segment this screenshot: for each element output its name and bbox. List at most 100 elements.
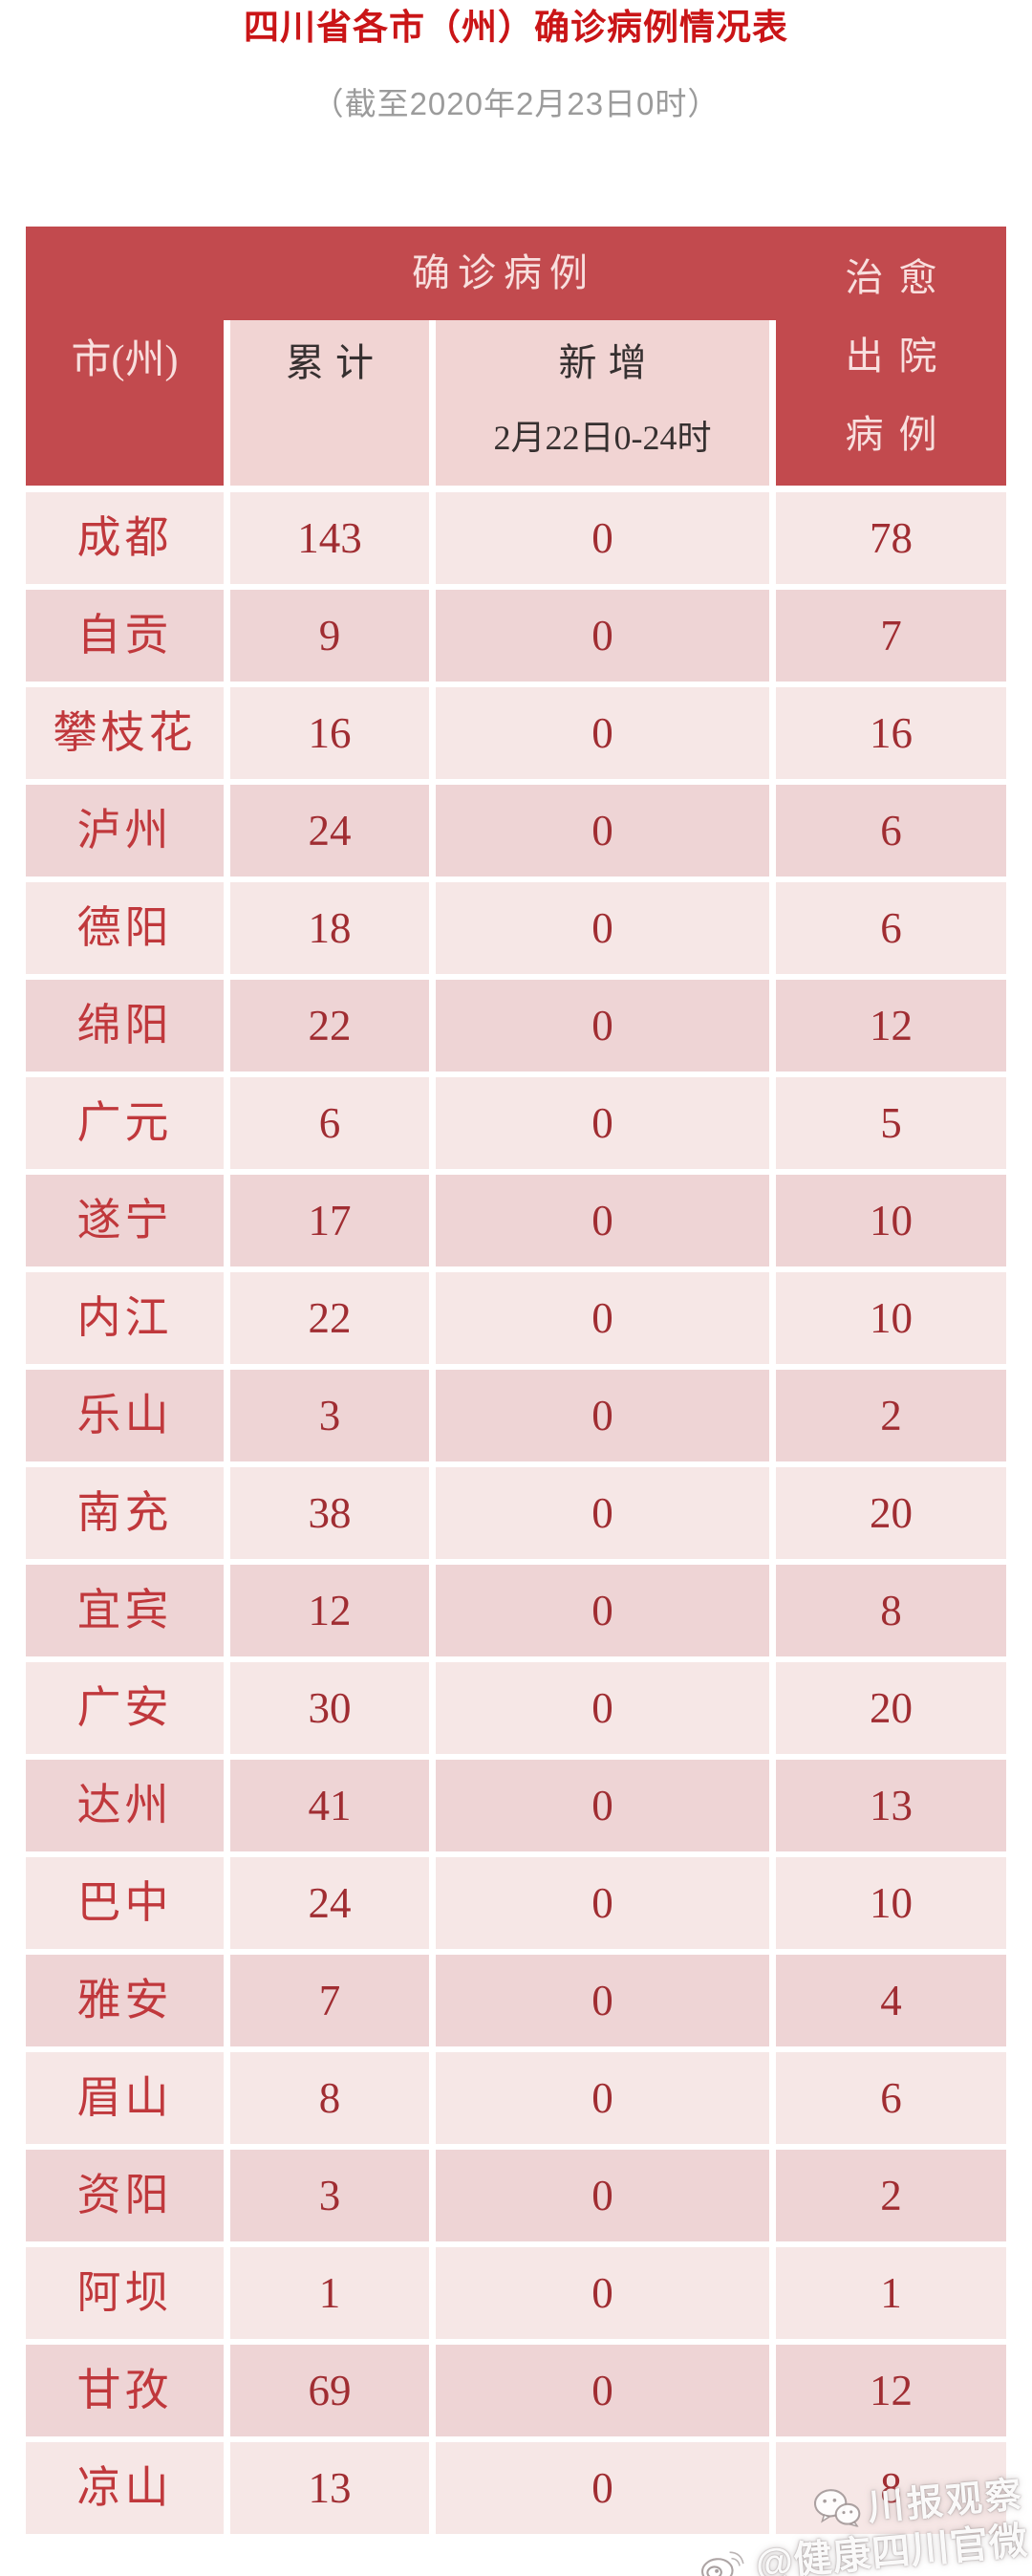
cumulative-cell: 24 (230, 1857, 436, 1949)
city-cell: 眉山 (26, 2052, 230, 2144)
header-new-column: 新增 2月22日0-24时 (436, 320, 776, 486)
new-cases-cell: 0 (436, 492, 776, 584)
header-cured-line-3: 病例 (845, 412, 953, 456)
cured-cell: 6 (776, 882, 1006, 974)
header-new-period: 2月22日0-24时 (493, 419, 712, 457)
page-title: 四川省各市（州）确诊病例情况表 (244, 8, 788, 47)
city-cell: 阿坝 (26, 2247, 230, 2339)
table-row: 宜宾 12 0 8 (26, 1565, 1006, 1656)
table-body: 成都 143 0 78 自贡 9 0 7 攀枝花 16 0 16 泸州 24 0 6 德阳 18 0 6 绵阳 22 0 12… (26, 492, 1006, 2534)
table-row: 攀枝花 16 0 16 (26, 687, 1006, 779)
new-cases-cell: 0 (436, 2150, 776, 2241)
cured-cell: 10 (776, 1857, 1006, 1949)
city-cell: 凉山 (26, 2442, 230, 2534)
table-row: 德阳 18 0 6 (26, 882, 1006, 974)
cured-cell: 10 (776, 1272, 1006, 1364)
new-cases-cell: 0 (436, 1857, 776, 1949)
table-row: 内江 22 0 10 (26, 1272, 1006, 1364)
new-cases-cell: 0 (436, 1955, 776, 2046)
cumulative-cell: 38 (230, 1467, 436, 1559)
header-cured-column: 治愈 出院 病例 (776, 227, 1006, 486)
cured-cell: 8 (776, 2442, 1006, 2534)
cumulative-cell: 13 (230, 2442, 436, 2534)
cumulative-cell: 24 (230, 785, 436, 877)
cured-cell: 6 (776, 785, 1006, 877)
new-cases-cell: 0 (436, 1565, 776, 1656)
city-cell: 宜宾 (26, 1565, 230, 1656)
city-cell: 内江 (26, 1272, 230, 1364)
new-cases-cell: 0 (436, 2442, 776, 2534)
cured-cell: 78 (776, 492, 1006, 584)
new-cases-cell: 0 (436, 1175, 776, 1266)
new-cases-cell: 0 (436, 1077, 776, 1169)
city-cell: 广元 (26, 1077, 230, 1169)
table-row: 达州 41 0 13 (26, 1760, 1006, 1851)
cumulative-cell: 17 (230, 1175, 436, 1266)
cumulative-cell: 16 (230, 687, 436, 779)
header-cured-line-1: 治愈 (845, 255, 953, 299)
cured-cell: 8 (776, 1565, 1006, 1656)
new-cases-cell: 0 (436, 980, 776, 1072)
new-cases-cell: 0 (436, 1272, 776, 1364)
table-row: 凉山 13 0 8 (26, 2442, 1006, 2534)
new-cases-cell: 0 (436, 687, 776, 779)
cumulative-cell: 3 (230, 1370, 436, 1461)
table-row: 广安 30 0 20 (26, 1662, 1006, 1754)
cumulative-cell: 41 (230, 1760, 436, 1851)
table-header: 市(州) 确诊病例 累计 新增 2月22日0-24时 治愈 出院 病例 (26, 227, 1006, 486)
new-cases-cell: 0 (436, 1467, 776, 1559)
cured-cell: 4 (776, 1955, 1006, 2046)
cured-cell: 12 (776, 980, 1006, 1072)
cumulative-cell: 30 (230, 1662, 436, 1754)
table-row: 资阳 3 0 2 (26, 2150, 1006, 2241)
cured-cell: 13 (776, 1760, 1006, 1851)
weibo-icon (695, 2540, 752, 2576)
cured-cell: 2 (776, 1370, 1006, 1461)
new-cases-cell: 0 (436, 882, 776, 974)
cumulative-cell: 1 (230, 2247, 436, 2339)
cured-cell: 6 (776, 2052, 1006, 2144)
cumulative-cell: 9 (230, 590, 436, 682)
cumulative-cell: 143 (230, 492, 436, 584)
watermark-line-2: @健康四川官微 (694, 2509, 1030, 2576)
table-row: 遂宁 17 0 10 (26, 1175, 1006, 1266)
watermark: 川报观察 @健康四川官微 (690, 2464, 1030, 2576)
cumulative-cell: 22 (230, 1272, 436, 1364)
table-row: 乐山 3 0 2 (26, 1370, 1006, 1461)
cumulative-cell: 8 (230, 2052, 436, 2144)
table-row: 眉山 8 0 6 (26, 2052, 1006, 2144)
cumulative-cell: 7 (230, 1955, 436, 2046)
wechat-icon (810, 2484, 864, 2530)
city-cell: 德阳 (26, 882, 230, 974)
cumulative-cell: 3 (230, 2150, 436, 2241)
header-confirmed-group: 确诊病例 (412, 251, 595, 294)
cured-cell: 5 (776, 1077, 1006, 1169)
table-row: 广元 6 0 5 (26, 1077, 1006, 1169)
cured-cell: 7 (776, 590, 1006, 682)
table-row: 绵阳 22 0 12 (26, 980, 1006, 1072)
city-cell: 甘孜 (26, 2345, 230, 2436)
header-cured-line-2: 出院 (845, 334, 953, 378)
cured-cell: 16 (776, 687, 1006, 779)
city-cell: 乐山 (26, 1370, 230, 1461)
cured-cell: 20 (776, 1662, 1006, 1754)
city-cell: 绵阳 (26, 980, 230, 1072)
page-subtitle: （截至2020年2月23日0时） (312, 86, 720, 121)
cured-cell: 10 (776, 1175, 1006, 1266)
city-cell: 成都 (26, 492, 230, 584)
table-row: 阿坝 1 0 1 (26, 2247, 1006, 2339)
header-new-label: 新增 (558, 341, 658, 384)
city-cell: 攀枝花 (26, 687, 230, 779)
header-cumulative-label: 累计 (286, 341, 385, 384)
city-cell: 雅安 (26, 1955, 230, 2046)
cumulative-cell: 69 (230, 2345, 436, 2436)
new-cases-cell: 0 (436, 785, 776, 877)
new-cases-cell: 0 (436, 1760, 776, 1851)
table-row: 巴中 24 0 10 (26, 1857, 1006, 1949)
table-row: 甘孜 69 0 12 (26, 2345, 1006, 2436)
city-cell: 自贡 (26, 590, 230, 682)
cured-cell: 2 (776, 2150, 1006, 2241)
table-row: 南充 38 0 20 (26, 1467, 1006, 1559)
city-cell: 南充 (26, 1467, 230, 1559)
